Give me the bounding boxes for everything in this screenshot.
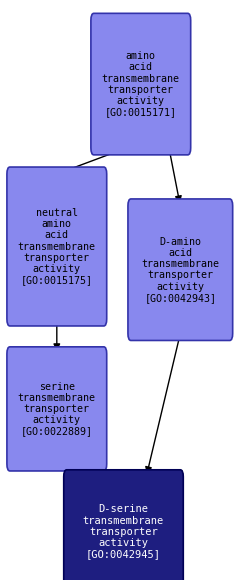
Text: neutral
amino
acid
transmembrane
transporter
activity
[GO:0015175]: neutral amino acid transmembrane transpo… (18, 208, 96, 285)
Text: amino
acid
transmembrane
transporter
activity
[GO:0015171]: amino acid transmembrane transporter act… (102, 51, 180, 117)
FancyBboxPatch shape (7, 347, 107, 471)
FancyBboxPatch shape (91, 13, 191, 155)
FancyBboxPatch shape (128, 199, 233, 340)
FancyBboxPatch shape (64, 470, 183, 580)
FancyBboxPatch shape (7, 167, 107, 326)
Text: D-serine
transmembrane
transporter
activity
[GO:0042945]: D-serine transmembrane transporter activ… (83, 505, 164, 559)
Text: D-amino
acid
transmembrane
transporter
activity
[GO:0042943]: D-amino acid transmembrane transporter a… (141, 237, 219, 303)
Text: serine
transmembrane
transporter
activity
[GO:0022889]: serine transmembrane transporter activit… (18, 382, 96, 436)
